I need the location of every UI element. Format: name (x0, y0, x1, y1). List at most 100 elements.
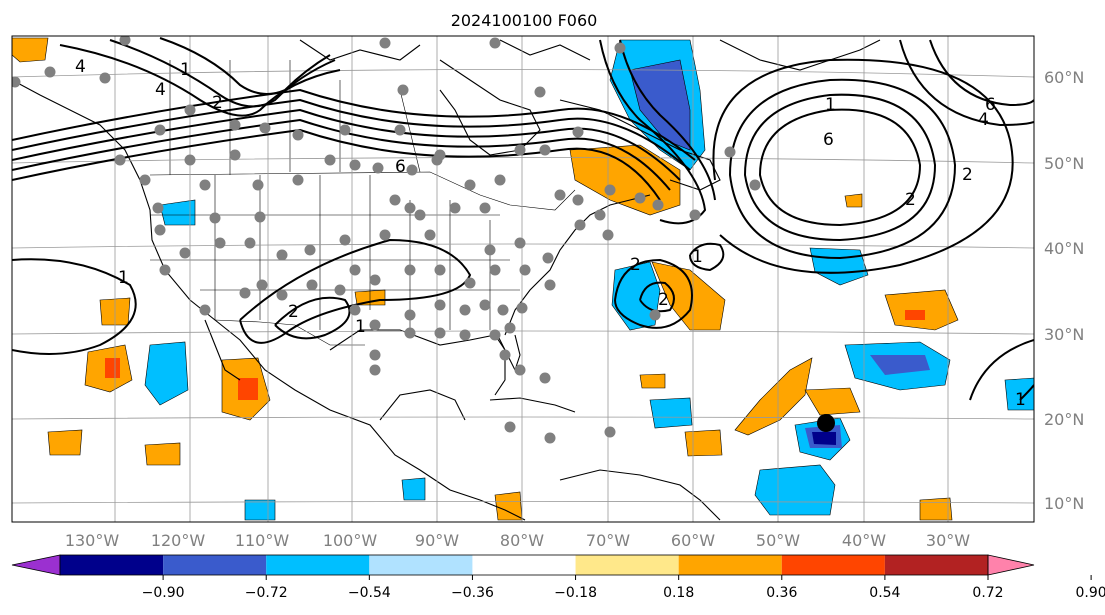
station-dot (349, 304, 361, 316)
station-dot (139, 174, 151, 186)
colorbar-swatch (60, 555, 164, 575)
station-dot (339, 124, 351, 136)
station-dot (349, 264, 361, 276)
colorbar-label: 0.54 (869, 585, 900, 601)
contour-jet-5 (12, 88, 696, 161)
contour-pacific-1 (12, 258, 137, 355)
colorbar-label: 0.36 (766, 585, 797, 601)
contour-jet-1 (12, 128, 661, 201)
station-dot (484, 244, 496, 256)
colorbar-extend-low (11, 554, 61, 576)
contour-label: 1 (118, 268, 129, 288)
contour-labrador-1 (599, 39, 707, 225)
storm-center-marker (817, 414, 835, 432)
station-dot (304, 244, 316, 256)
station-dot (334, 284, 346, 296)
station-dot (372, 162, 384, 174)
station-dot (292, 174, 304, 186)
station-dot (434, 149, 446, 161)
contour-west-3 (159, 37, 331, 95)
lat-label: 30°N (1044, 325, 1084, 344)
contour-high-3 (728, 78, 957, 260)
shade-pac-blue2 (159, 199, 196, 226)
station-dot (479, 299, 491, 311)
map-panel: 1 2 4 6 2 1 6 4 2 1 2 1 6 4 2 2 1 1 (11, 35, 1035, 523)
station-dot (252, 179, 264, 191)
station-dot (406, 164, 418, 176)
station-dot (379, 229, 391, 241)
latitude-labels: 60°N 50°N 40°N 30°N 20°N 10°N (1044, 68, 1084, 513)
colorbar: −0.90 −0.72 −0.54 −0.36 −0.18 0.18 0.36 0.54 0.7… (11, 554, 1105, 601)
lat-label: 40°N (1044, 239, 1084, 258)
lon-label: 130°W (65, 531, 120, 550)
colorbar-swatch (472, 555, 576, 575)
station-dot (604, 426, 616, 438)
coast-east (504, 194, 651, 336)
contour-atl-low-2 (639, 281, 675, 313)
station-dot (504, 421, 516, 433)
station-dot (614, 42, 626, 54)
contour-label: 2 (630, 255, 641, 275)
lon-label: 110°W (235, 531, 290, 550)
lon-label: 120°W (151, 531, 206, 550)
shade-east-red (905, 310, 925, 320)
lon-label: 100°W (323, 531, 378, 550)
colorbar-extend-high (987, 554, 1035, 576)
colorbar-label: −0.18 (554, 585, 597, 601)
station-markers (12, 36, 761, 444)
station-dot (404, 202, 416, 214)
shade-far-east-blue (1004, 377, 1034, 411)
station-dot (414, 209, 426, 221)
shade-quebec-orange (569, 144, 681, 216)
lat-label: 10°N (1044, 494, 1084, 513)
station-dot (276, 249, 288, 261)
coast-yucatan (379, 389, 466, 421)
contour-label: 1 (825, 95, 836, 115)
station-dot (152, 202, 164, 214)
lon-label: 80°W (500, 531, 544, 550)
station-dot (306, 279, 318, 291)
contour-jet-4 (12, 98, 691, 171)
station-dot (259, 122, 271, 134)
contour-label: 4 (75, 57, 86, 77)
contour-high-2 (743, 93, 937, 242)
contour-label: 4 (155, 80, 166, 100)
colorbar-label: 0.18 (663, 585, 694, 601)
contour-far-east (969, 339, 1034, 401)
station-dot (154, 224, 166, 236)
lat-label: 50°N (1044, 154, 1084, 173)
lon-label: 60°W (671, 531, 715, 550)
contour-label: 2 (212, 93, 223, 113)
contour-label: 4 (978, 110, 989, 130)
shade-orange-blob2 (804, 387, 861, 416)
station-dot (749, 179, 761, 191)
colorbar-swatch (884, 555, 988, 575)
contour-high-4 (712, 58, 1014, 274)
colorbar-frame (59, 554, 989, 576)
coast-south-america (559, 469, 721, 521)
coast-hudson (439, 59, 541, 156)
station-dot (534, 86, 546, 98)
station-dot (44, 66, 56, 78)
station-dot (404, 327, 416, 339)
contour-jet-3 (12, 108, 681, 181)
station-dot (184, 154, 196, 166)
station-dot (229, 119, 241, 131)
station-dot (464, 277, 476, 289)
station-dot (434, 264, 446, 276)
border-provinces (169, 60, 421, 175)
contour-jet-2 (12, 118, 671, 191)
shade-pac-blue1 (144, 341, 189, 406)
station-dot (544, 432, 556, 444)
shade-pac-red1 (105, 358, 120, 378)
station-dot (459, 329, 471, 341)
coast-cuba (489, 397, 576, 413)
contour-label: 1 (692, 247, 703, 267)
station-dot (514, 237, 526, 249)
station-dot (179, 247, 191, 259)
shaded-fields (12, 37, 1034, 521)
station-dot (324, 154, 336, 166)
station-dot (254, 211, 266, 223)
station-dot (434, 299, 446, 311)
contour-lines (12, 37, 1034, 401)
